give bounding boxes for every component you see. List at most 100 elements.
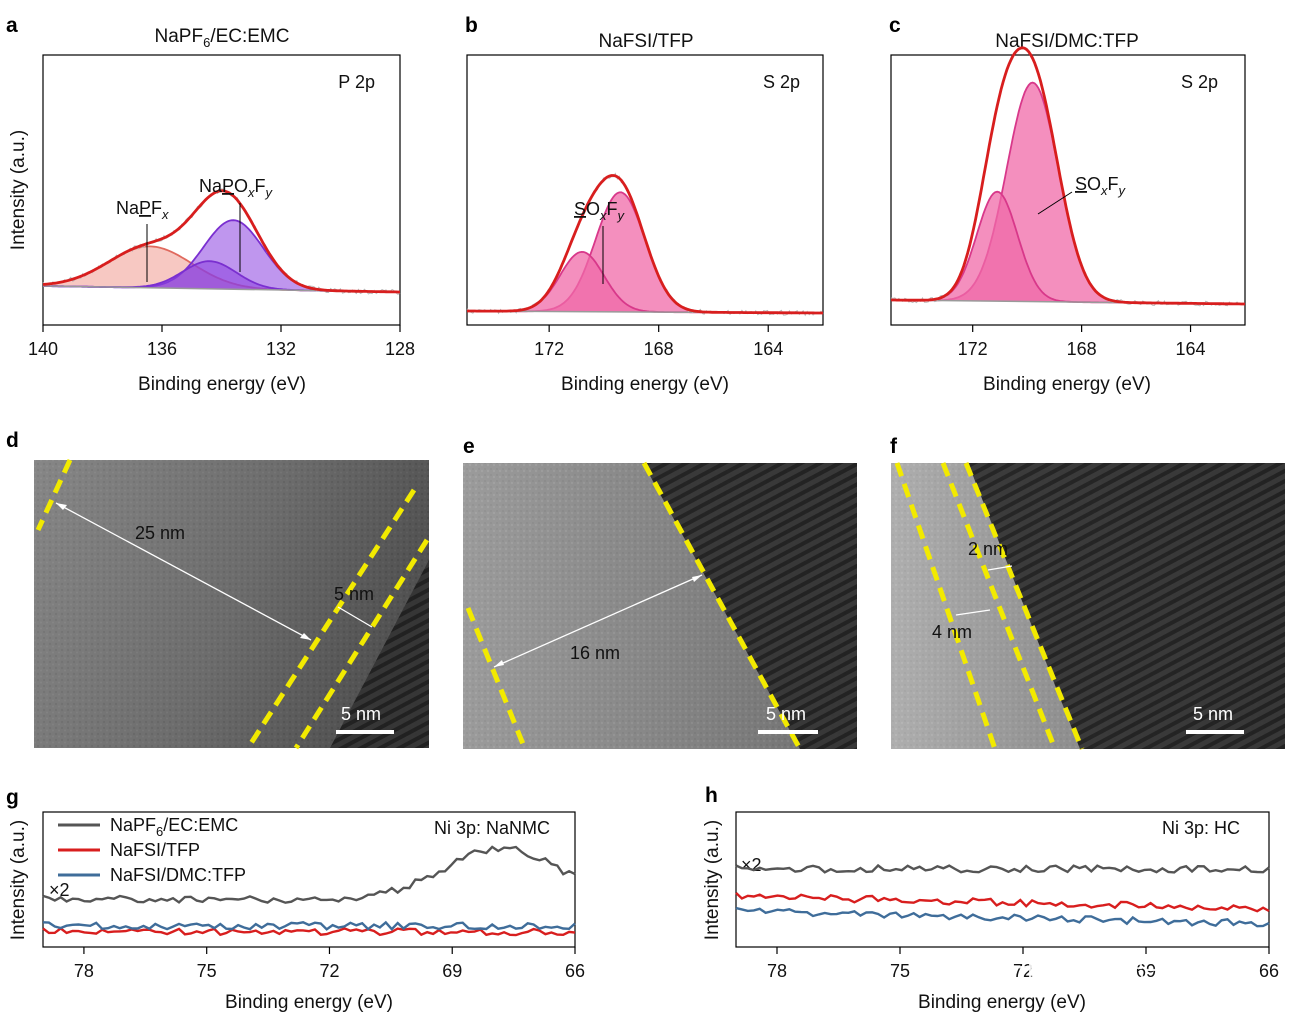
panel-g-frame bbox=[42, 811, 576, 948]
tem-f-scalebar bbox=[1186, 730, 1244, 734]
tem-image-d-lattice bbox=[330, 560, 429, 748]
panel-c-title: NaFSI/DMC:TFP bbox=[995, 31, 1139, 52]
panel-f: f 2 nm 4 nm 5 nm bbox=[890, 435, 1285, 750]
panel-h-title: Ni 3p: HC bbox=[1162, 818, 1240, 838]
panel-h-frame bbox=[735, 811, 1270, 948]
panel-a-xlabel: Binding energy (eV) bbox=[138, 374, 306, 395]
panel-c-xlabel: Binding energy (eV) bbox=[983, 374, 1151, 395]
x-tick-label: 140 bbox=[28, 339, 58, 359]
component-peak-SOxFy-2-fill bbox=[467, 251, 823, 313]
panel-g-title: Ni 3p: NaNMC bbox=[434, 818, 550, 838]
tem-f-boundary-right bbox=[963, 462, 1085, 750]
tem-f-label-4nm: 4 nm bbox=[932, 622, 972, 642]
legend-label-nafsi-tfp: NaFSI/TFP bbox=[110, 840, 200, 860]
tem-image-f-lattice bbox=[968, 463, 1285, 749]
panel-a-element: P 2p bbox=[338, 72, 375, 92]
x-tick-label: 132 bbox=[266, 339, 296, 359]
panel-c-element: S 2p bbox=[1181, 72, 1218, 92]
series-line-NaFSI/TFP bbox=[42, 926, 576, 937]
x-tick-label: 168 bbox=[644, 339, 674, 359]
tem-e-scalebar-label: 5 nm bbox=[766, 704, 806, 724]
panel-a-plot bbox=[42, 188, 401, 295]
panel-h-ticks: 78 75 72 69 66 bbox=[767, 947, 1279, 981]
tem-image-e-lattice bbox=[643, 463, 857, 749]
tem-d-boundary-mid bbox=[245, 488, 417, 750]
series-line-NaFSI/TFP bbox=[735, 892, 1270, 913]
tem-d-scalebar bbox=[336, 730, 394, 734]
tem-f-arrow-4nm bbox=[955, 609, 991, 616]
series-line-NaPF6/EC:EMC bbox=[42, 845, 576, 904]
tem-d-boundary-left bbox=[35, 458, 73, 532]
annotation-soxfy-c-pointer bbox=[1037, 191, 1073, 215]
panel-d: d 25 nm 5 nm 5 nm bbox=[6, 429, 430, 750]
tem-e-scalebar bbox=[758, 730, 818, 734]
panel-letter-e: e bbox=[463, 435, 475, 458]
tem-d-arrow-25nm bbox=[55, 502, 312, 641]
annotation-napfx: NaPFx bbox=[116, 198, 169, 222]
panel-h-multiplier: ×2 bbox=[741, 855, 762, 875]
panel-b-title: NaFSI/TFP bbox=[598, 31, 693, 52]
panel-h: h Ni 3p: HC ×2 78 75 72 69 66 Binding energy… bbox=[702, 784, 1279, 1013]
fit-envelope-line bbox=[42, 189, 400, 294]
panel-letter-g: g bbox=[6, 786, 19, 809]
watermark: 知乎 @能源学人 bbox=[985, 950, 1205, 985]
annotation-soxfy-c: SOxFy bbox=[1075, 174, 1127, 198]
x-tick-label: 136 bbox=[147, 339, 177, 359]
x-tick-label: 164 bbox=[1176, 339, 1206, 359]
fit-envelope-line bbox=[891, 46, 1245, 306]
x-tick-label: 75 bbox=[197, 961, 217, 981]
x-tick-label: 168 bbox=[1067, 339, 1097, 359]
panel-c-frame bbox=[890, 54, 1246, 326]
panel-letter-d: d bbox=[6, 429, 19, 452]
x-tick-label: 72 bbox=[319, 961, 339, 981]
panel-g-plot bbox=[42, 845, 576, 937]
series-line-NaFSI/DMC:TFP bbox=[735, 906, 1270, 928]
panel-h-plot bbox=[735, 863, 1270, 928]
panel-a-title: NaPF6/EC:EMC bbox=[155, 26, 290, 50]
panel-b-frame bbox=[466, 54, 824, 326]
x-tick-label: 69 bbox=[1136, 961, 1156, 981]
tem-e-boundary-left bbox=[465, 607, 528, 750]
x-tick-label: 75 bbox=[890, 961, 910, 981]
tem-f-boundary-left bbox=[894, 462, 998, 750]
component-peak-NaPOxFy-fill bbox=[43, 220, 400, 292]
panel-b-plot bbox=[466, 172, 824, 317]
panel-g-multiplier: ×2 bbox=[49, 880, 70, 900]
panel-h-ylabel: Intensity (a.u.) bbox=[702, 820, 723, 940]
panel-b-xlabel: Binding energy (eV) bbox=[561, 374, 729, 395]
tem-e-boundary-right bbox=[641, 461, 803, 751]
tem-d-label-25nm: 25 nm bbox=[135, 523, 185, 543]
x-tick-label: 164 bbox=[753, 339, 783, 359]
panel-letter-a: a bbox=[6, 14, 18, 37]
x-tick-label: 78 bbox=[74, 961, 94, 981]
panel-g-ticks: 78 75 72 69 66 bbox=[74, 947, 585, 981]
panel-c: c NaFSI/DMC:TFP S 2p 172 168 164 SOxFy Bin… bbox=[889, 14, 1246, 395]
series-line-NaPF6/EC:EMC bbox=[735, 863, 1270, 874]
panel-a-ticks: 140 136 132 128 bbox=[28, 325, 415, 359]
x-tick-label: 128 bbox=[385, 339, 415, 359]
tem-e-label-16nm: 16 nm bbox=[570, 643, 620, 663]
panel-b-ticks: 172 168 164 bbox=[534, 325, 783, 359]
panel-letter-f: f bbox=[890, 435, 898, 458]
x-tick-label: 172 bbox=[534, 339, 564, 359]
panel-a: a NaPF6/EC:EMC P 2p 140 136 132 128 NaPFx N… bbox=[6, 14, 415, 395]
panel-a-ylabel: Intensity (a.u.) bbox=[8, 130, 29, 250]
x-tick-label: 78 bbox=[767, 961, 787, 981]
panel-letter-h: h bbox=[705, 784, 718, 807]
tem-f-arrow-2nm bbox=[987, 565, 1013, 571]
legend: NaPF6/EC:EMC NaFSI/TFP NaFSI/DMC:TFP bbox=[58, 815, 246, 885]
component-peak-SOxFy-fill bbox=[891, 82, 1245, 304]
component-peak-NaPOxFy-2-fill bbox=[43, 261, 400, 292]
panel-h-xlabel: Binding energy (eV) bbox=[918, 992, 1086, 1013]
panel-e: e 16 nm 5 nm bbox=[463, 435, 857, 751]
tem-e-arrow-16nm bbox=[493, 574, 703, 668]
tem-d-label-5nm: 5 nm bbox=[334, 584, 374, 604]
legend-label-napf6: NaPF6/EC:EMC bbox=[110, 815, 238, 839]
tem-f-scalebar-label: 5 nm bbox=[1193, 704, 1233, 724]
panel-a-frame bbox=[42, 54, 401, 326]
tem-d-arrow-5nm bbox=[337, 606, 373, 628]
panel-c-plot bbox=[890, 46, 1246, 307]
x-tick-label: 69 bbox=[442, 961, 462, 981]
panel-g-xlabel: Binding energy (eV) bbox=[225, 992, 393, 1013]
